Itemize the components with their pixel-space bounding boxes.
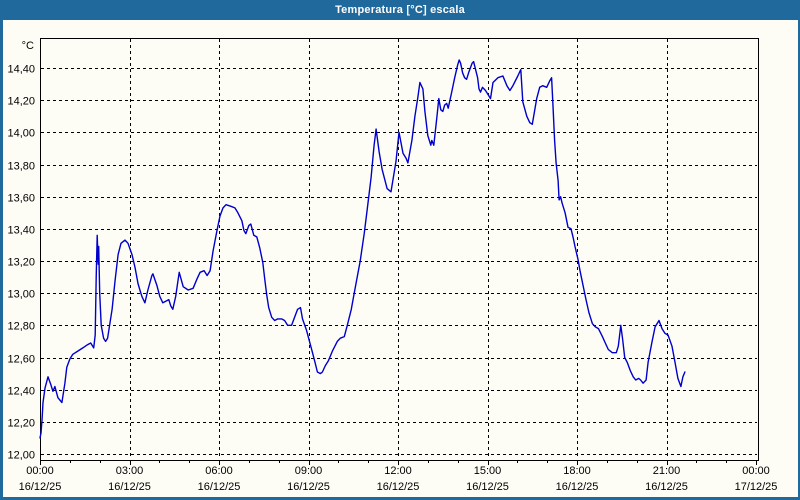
x-tick-date-label: 16/12/25 — [108, 481, 151, 493]
x-tick-date-label: 17/12/25 — [735, 481, 778, 493]
x-tick-time-label: 12:00 — [384, 465, 412, 477]
x-tick-time-label: 06:00 — [205, 465, 233, 477]
axis-ticks — [40, 38, 759, 465]
y-tick-label: 14,00 — [7, 128, 35, 140]
y-tick-label: 13,00 — [7, 289, 35, 301]
x-tick-time-label: 18:00 — [563, 465, 591, 477]
y-tick-label: 13,60 — [7, 193, 35, 205]
window-title: Temperatura [°C] escala — [335, 4, 465, 16]
y-axis-unit-label: °C — [22, 40, 34, 52]
y-tick-label: 14,40 — [7, 64, 35, 76]
chart-panel-background — [3, 20, 798, 497]
y-tick-label: 13,80 — [7, 161, 35, 173]
x-tick-time-label: 21:00 — [653, 465, 681, 477]
axis-labels: 14,40 14,20 14,00 13,80 13,60 13,40 13,20 13,00… — [7, 40, 777, 493]
x-tick-date-label: 16/12/25 — [645, 481, 688, 493]
y-tick-label: 13,20 — [7, 257, 35, 269]
x-tick-time-label: 09:00 — [295, 465, 323, 477]
x-tick-date-label: 16/12/25 — [556, 481, 599, 493]
y-tick-label: 12,00 — [7, 450, 35, 462]
x-tick-date-label: 16/12/25 — [466, 481, 509, 493]
y-tick-label: 12,80 — [7, 321, 35, 333]
x-tick-time-label: 15:00 — [474, 465, 502, 477]
y-tick-label: 12,20 — [7, 418, 35, 430]
x-tick-time-label: 00:00 — [26, 465, 54, 477]
y-tick-label: 13,40 — [7, 225, 35, 237]
y-tick-label: 12,60 — [7, 354, 35, 366]
x-tick-date-label: 16/12/25 — [19, 481, 62, 493]
x-tick-time-label: 03:00 — [116, 465, 144, 477]
temperature-line — [39, 59, 686, 439]
x-tick-date-label: 16/12/25 — [287, 481, 330, 493]
series-group — [39, 59, 686, 439]
x-tick-time-label: 00:00 — [742, 465, 770, 477]
x-tick-date-label: 16/12/25 — [377, 481, 420, 493]
y-tick-label: 12,40 — [7, 386, 35, 398]
y-tick-label: 14,20 — [7, 96, 35, 108]
plot-frame — [40, 38, 759, 461]
window-title-bar: Temperatura [°C] escala — [0, 0, 800, 20]
gridlines — [41, 39, 757, 459]
x-tick-date-label: 16/12/25 — [198, 481, 241, 493]
